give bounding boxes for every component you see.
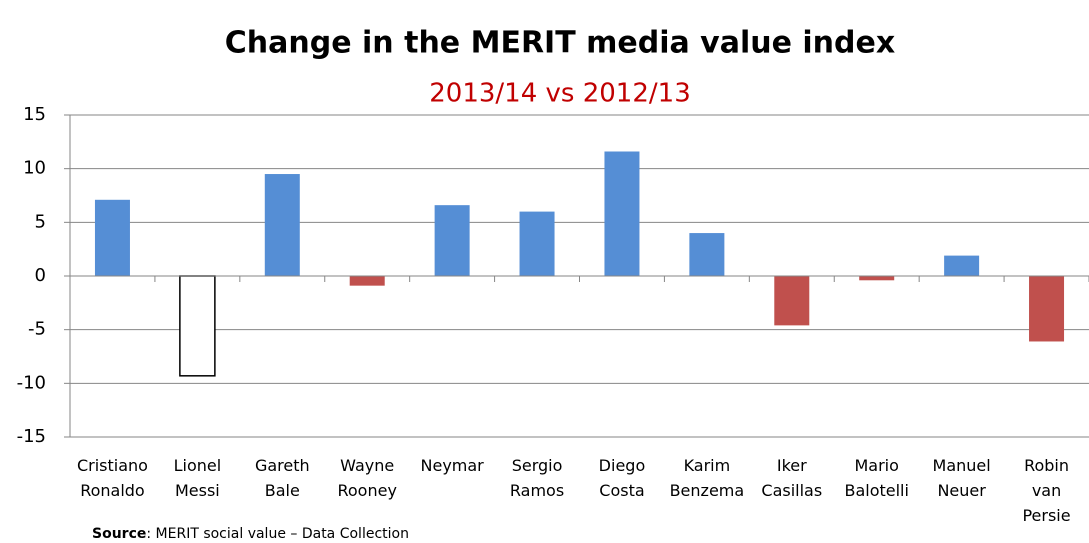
x-tick-label: Karim Benzema	[670, 456, 745, 500]
x-tick-label: Sergio Ramos	[510, 456, 564, 500]
source-text: : MERIT social value – Data Collection	[146, 526, 409, 542]
x-tick-label: Cristiano Ronaldo	[77, 456, 148, 500]
x-tick-label: Gareth Bale	[255, 456, 310, 500]
bar	[264, 174, 300, 276]
x-tick-label: Neymar	[421, 456, 485, 475]
bar	[519, 211, 555, 276]
x-tick-label: Wayne Rooney	[337, 456, 396, 500]
y-tick-label: -5	[28, 319, 46, 340]
bar	[604, 151, 640, 276]
y-tick-label: 10	[23, 158, 46, 179]
bar	[774, 276, 810, 326]
x-tick-label: Manuel Neuer	[933, 456, 991, 500]
x-tick-label: Mario Balotelli	[844, 456, 908, 500]
y-tick-label: -15	[17, 426, 46, 447]
source: Source: MERIT social value – Data Collec…	[92, 526, 409, 542]
y-tick-label: 15	[23, 104, 46, 125]
x-tick-label: Iker Casillas	[761, 456, 822, 500]
bar	[1029, 276, 1065, 342]
chart-title: Change in the MERIT media value index	[225, 26, 895, 61]
bar	[689, 233, 725, 276]
x-tick-label: Diego Costa	[599, 456, 646, 500]
x-tick-label: Lionel Messi	[174, 456, 222, 500]
bar	[349, 276, 385, 286]
chart-subtitle: 2013/14 vs 2012/13	[429, 79, 691, 109]
bar	[859, 276, 895, 281]
y-tick-label: 5	[35, 211, 46, 232]
y-tick-label: -10	[17, 372, 46, 393]
y-tick-label: 0	[35, 265, 46, 286]
bar	[434, 205, 470, 276]
bar	[179, 275, 216, 377]
bar	[944, 255, 980, 276]
x-tick-label: Robin van Persie	[1022, 456, 1070, 525]
bar	[94, 199, 130, 276]
source-label: Source	[92, 526, 146, 542]
